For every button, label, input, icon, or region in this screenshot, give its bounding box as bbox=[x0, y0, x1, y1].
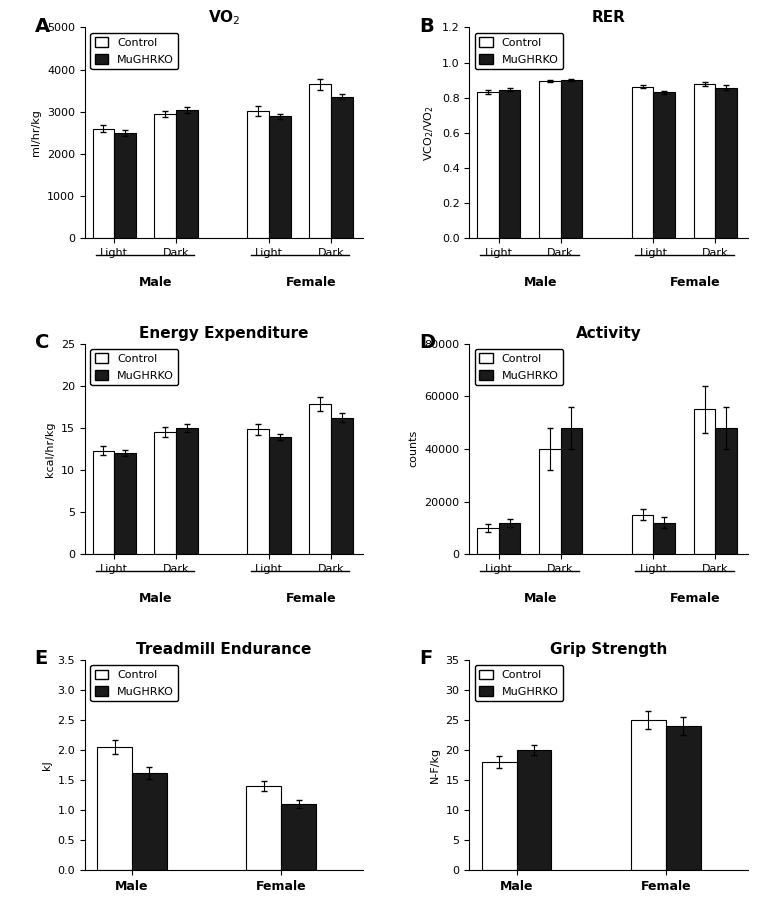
Legend: Control, MuGHRKO: Control, MuGHRKO bbox=[90, 665, 178, 701]
Bar bbox=[269, 116, 291, 238]
Y-axis label: VCO$_2$/VO$_2$: VCO$_2$/VO$_2$ bbox=[423, 105, 436, 160]
Text: Male: Male bbox=[524, 592, 557, 605]
Bar bbox=[539, 81, 561, 238]
Bar bbox=[247, 430, 269, 554]
Bar bbox=[114, 453, 136, 554]
Bar bbox=[154, 432, 176, 554]
Text: Female: Female bbox=[285, 592, 336, 605]
Bar bbox=[247, 111, 269, 238]
Text: Male: Male bbox=[140, 592, 173, 605]
Text: Female: Female bbox=[670, 592, 721, 605]
Bar bbox=[666, 725, 701, 870]
Bar bbox=[654, 93, 675, 238]
Bar bbox=[176, 428, 198, 554]
Bar bbox=[482, 762, 517, 870]
Legend: Control, MuGHRKO: Control, MuGHRKO bbox=[475, 665, 563, 701]
Legend: Control, MuGHRKO: Control, MuGHRKO bbox=[475, 349, 563, 385]
Y-axis label: kcal/hr/kg: kcal/hr/kg bbox=[45, 421, 56, 476]
Title: Treadmill Endurance: Treadmill Endurance bbox=[136, 642, 311, 657]
Bar bbox=[694, 84, 715, 238]
Y-axis label: counts: counts bbox=[409, 431, 419, 467]
Bar bbox=[499, 90, 520, 238]
Title: VO$_2$: VO$_2$ bbox=[208, 8, 241, 27]
Text: A: A bbox=[35, 17, 50, 36]
Text: Male: Male bbox=[524, 276, 557, 289]
Title: Activity: Activity bbox=[576, 326, 641, 341]
Bar bbox=[499, 522, 520, 554]
Y-axis label: kJ: kJ bbox=[42, 760, 52, 769]
Bar bbox=[132, 773, 167, 870]
Bar bbox=[176, 110, 198, 238]
Bar bbox=[539, 449, 561, 554]
Bar bbox=[309, 404, 331, 554]
Text: D: D bbox=[419, 333, 436, 352]
Title: RER: RER bbox=[591, 10, 625, 25]
Bar bbox=[281, 804, 316, 870]
Bar bbox=[309, 84, 331, 238]
Bar bbox=[654, 522, 675, 554]
Bar bbox=[477, 528, 499, 554]
Bar bbox=[154, 114, 176, 238]
Text: E: E bbox=[35, 649, 48, 668]
Bar bbox=[631, 87, 654, 238]
Bar bbox=[715, 428, 737, 554]
Bar bbox=[93, 451, 114, 554]
Bar bbox=[247, 786, 281, 870]
Y-axis label: ml/hr/kg: ml/hr/kg bbox=[32, 109, 42, 157]
Title: Energy Expenditure: Energy Expenditure bbox=[140, 326, 309, 341]
Bar bbox=[517, 750, 551, 870]
Bar bbox=[477, 93, 499, 238]
Bar bbox=[97, 747, 132, 870]
Text: Female: Female bbox=[285, 276, 336, 289]
Bar bbox=[631, 515, 654, 554]
Text: Male: Male bbox=[140, 276, 173, 289]
Title: Grip Strength: Grip Strength bbox=[550, 642, 667, 657]
Bar bbox=[269, 437, 291, 554]
Bar bbox=[331, 96, 352, 238]
Bar bbox=[561, 428, 582, 554]
Legend: Control, MuGHRKO: Control, MuGHRKO bbox=[90, 349, 178, 385]
Text: B: B bbox=[419, 17, 434, 36]
Text: C: C bbox=[35, 333, 49, 352]
Bar bbox=[114, 133, 136, 238]
Legend: Control, MuGHRKO: Control, MuGHRKO bbox=[475, 33, 563, 69]
Bar bbox=[715, 88, 737, 238]
Bar bbox=[331, 418, 352, 554]
Bar bbox=[694, 409, 715, 554]
Bar bbox=[561, 81, 582, 238]
Y-axis label: N-F/kg: N-F/kg bbox=[430, 747, 440, 783]
Text: F: F bbox=[419, 649, 433, 668]
Text: Female: Female bbox=[670, 276, 721, 289]
Bar bbox=[631, 720, 666, 870]
Bar bbox=[93, 128, 114, 238]
Legend: Control, MuGHRKO: Control, MuGHRKO bbox=[90, 33, 178, 69]
